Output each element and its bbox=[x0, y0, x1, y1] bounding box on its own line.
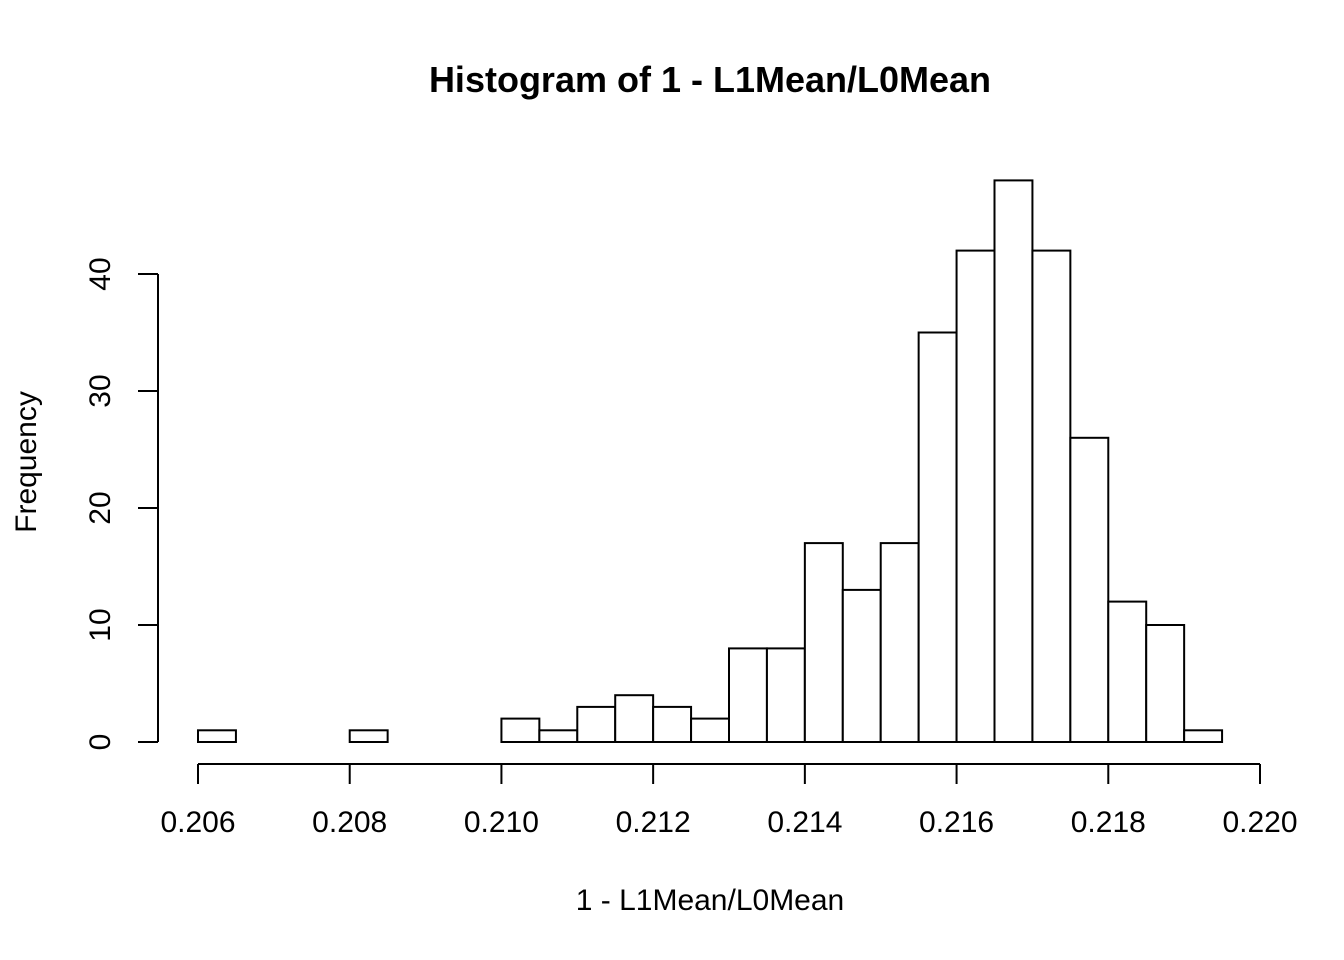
y-tick-label: 0 bbox=[84, 734, 117, 751]
y-axis: 0 10 20 30 40 bbox=[84, 257, 159, 751]
x-tick-label: 0.218 bbox=[1071, 806, 1146, 839]
chart-title: Histogram of 1 - L1Mean/L0Mean bbox=[429, 59, 991, 100]
histogram-bar bbox=[576, 705, 617, 744]
histogram-bar bbox=[690, 717, 730, 743]
histogram-bar bbox=[348, 729, 389, 743]
y-axis-label: Frequency bbox=[10, 391, 43, 533]
histogram-bar bbox=[993, 179, 1034, 743]
x-tick-label: 0.208 bbox=[312, 806, 387, 839]
y-tick-label: 20 bbox=[84, 491, 117, 524]
y-tick-label: 40 bbox=[84, 257, 117, 290]
x-tick-label: 0.214 bbox=[767, 806, 842, 839]
histogram-bar bbox=[652, 705, 693, 744]
histogram-bar bbox=[1145, 624, 1186, 743]
x-tick-label: 0.216 bbox=[919, 806, 994, 839]
histogram-bar bbox=[1031, 249, 1072, 743]
histogram-bar bbox=[500, 717, 541, 743]
histogram-bar bbox=[197, 729, 237, 743]
histogram-bar bbox=[614, 694, 655, 744]
x-tick-label: 0.206 bbox=[160, 806, 235, 839]
y-tick-label: 30 bbox=[84, 374, 117, 407]
x-axis-label: 1 - L1Mean/L0Mean bbox=[576, 884, 845, 917]
histogram-bar bbox=[803, 542, 844, 743]
histogram-bar bbox=[955, 249, 996, 743]
histogram-bar bbox=[765, 647, 806, 744]
histogram-bar bbox=[1069, 436, 1110, 743]
histogram-bar bbox=[1183, 729, 1224, 743]
x-tick-label: 0.220 bbox=[1222, 806, 1297, 839]
histogram-bar bbox=[841, 588, 882, 744]
histogram-bar bbox=[917, 331, 958, 743]
histogram-bar bbox=[1107, 600, 1148, 743]
x-tick-label: 0.212 bbox=[616, 806, 691, 839]
bars-group bbox=[197, 179, 1224, 744]
x-axis: 0.206 0.208 0.210 0.212 0.214 0.216 0.218 0.220 bbox=[160, 763, 1298, 839]
y-tick-label: 10 bbox=[84, 608, 117, 641]
histogram-bar bbox=[879, 542, 920, 743]
x-tick-label: 0.210 bbox=[464, 806, 539, 839]
histogram-bar bbox=[728, 647, 768, 744]
histogram-bar bbox=[538, 729, 579, 743]
